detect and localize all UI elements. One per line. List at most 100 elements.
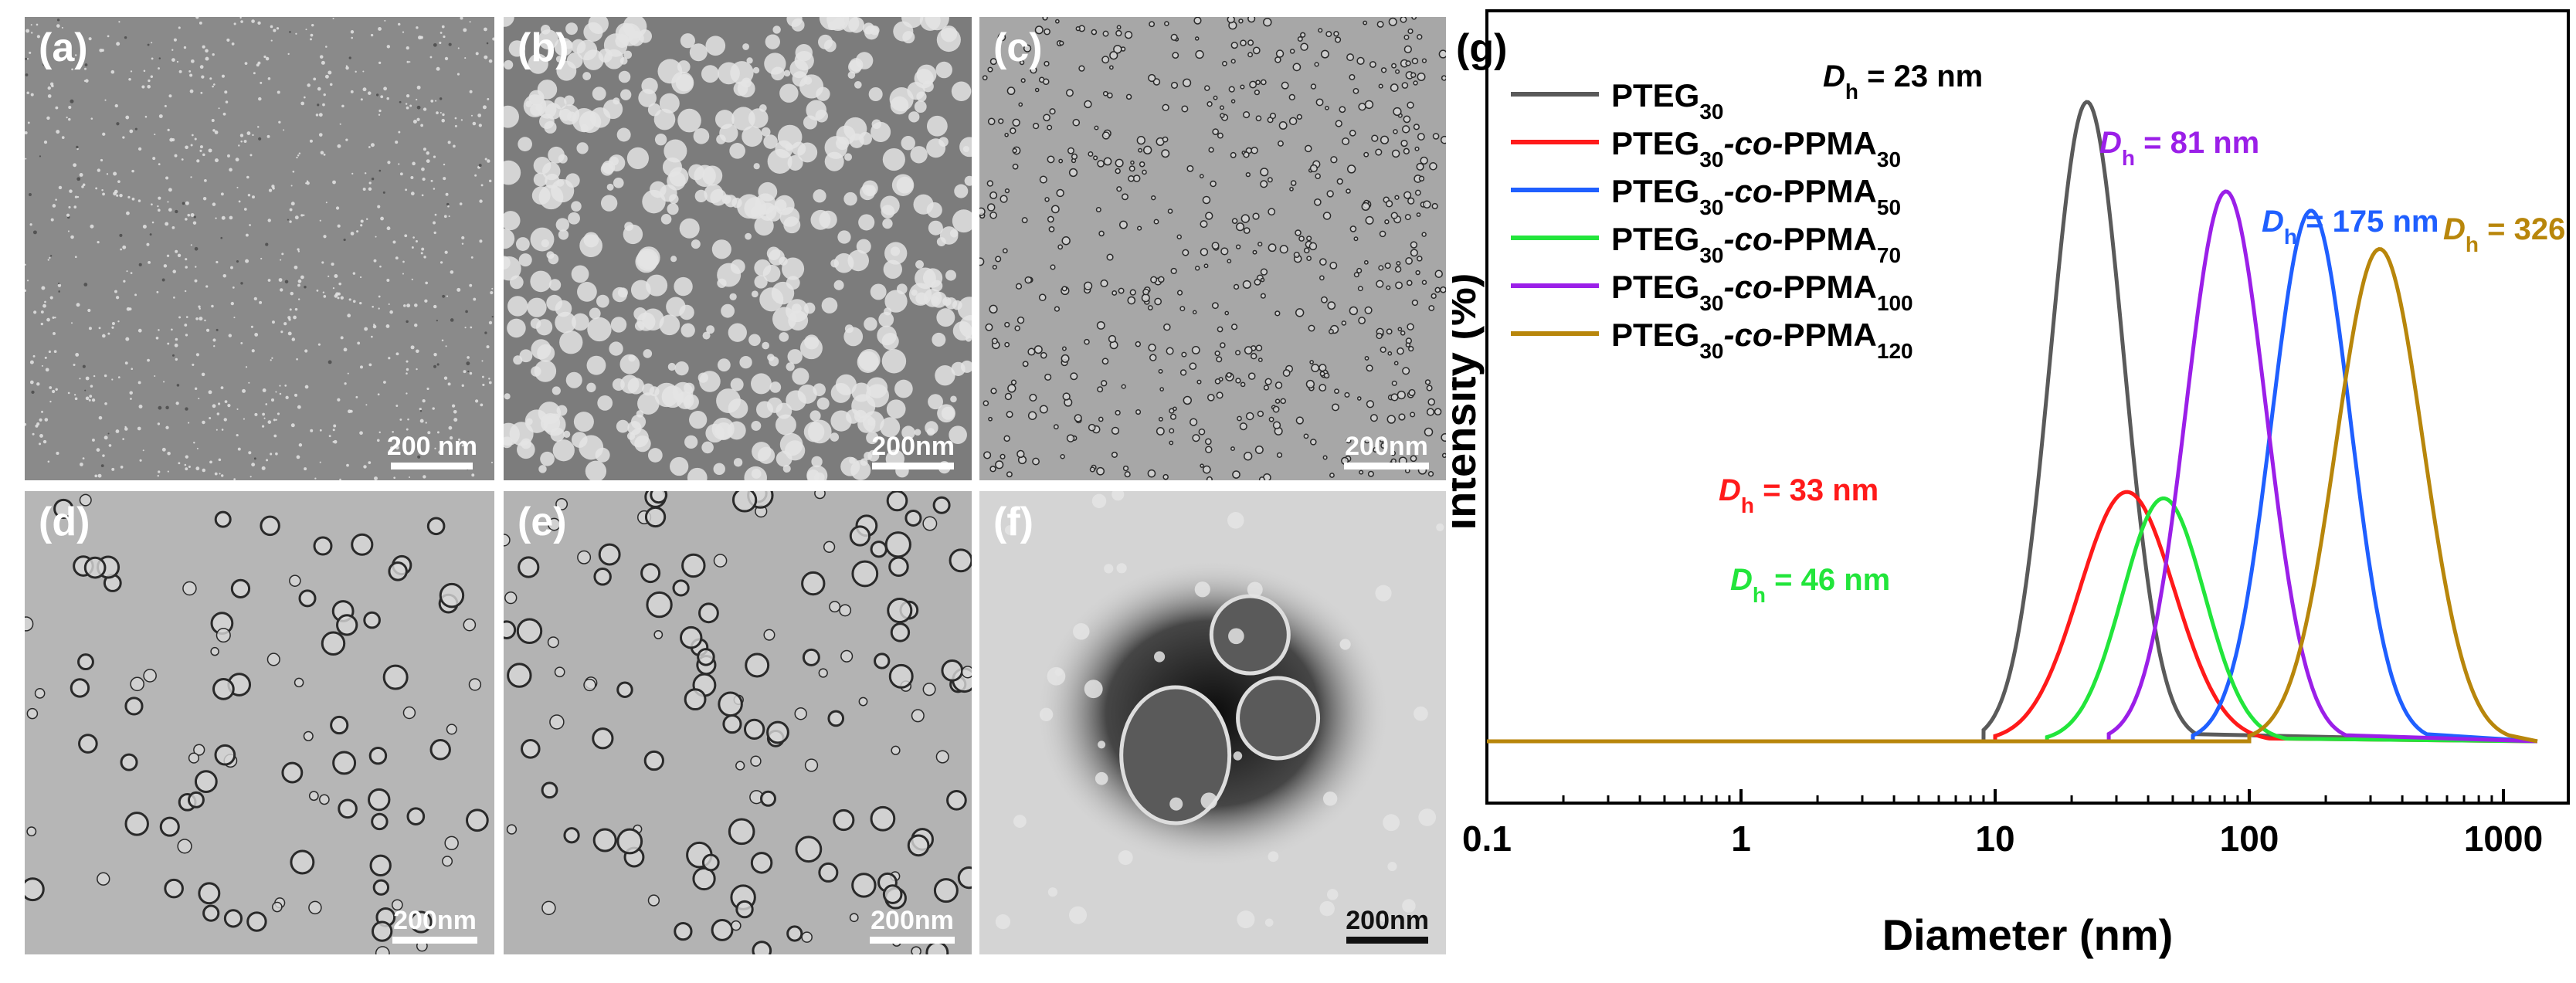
particle <box>73 394 76 396</box>
particle <box>1260 277 1265 283</box>
particle <box>433 304 437 309</box>
particle <box>267 77 271 80</box>
particle <box>809 410 821 422</box>
particle <box>1181 105 1189 113</box>
particle <box>504 228 515 249</box>
particle <box>195 466 200 471</box>
particle <box>25 57 28 60</box>
particle <box>1378 83 1383 89</box>
particle <box>273 434 277 438</box>
particle <box>926 115 948 137</box>
particle <box>49 296 53 300</box>
particle <box>865 185 876 196</box>
particle <box>827 710 845 727</box>
particle <box>378 307 380 310</box>
particle <box>881 205 895 219</box>
particle <box>363 611 381 629</box>
particle <box>240 140 243 143</box>
particle <box>1417 72 1426 81</box>
particle <box>439 41 442 45</box>
particle <box>803 115 818 130</box>
particle <box>29 193 32 196</box>
particle <box>1417 256 1423 262</box>
particle <box>176 384 180 387</box>
particle <box>193 744 205 756</box>
particle <box>858 214 875 231</box>
particle <box>1208 147 1214 153</box>
particle <box>572 313 589 331</box>
particle <box>1247 39 1254 46</box>
particle <box>1407 28 1414 35</box>
particle <box>1214 378 1221 385</box>
particle <box>175 209 178 214</box>
particle <box>646 591 673 619</box>
particle <box>896 176 914 194</box>
particle <box>1142 169 1147 175</box>
particle <box>409 61 411 63</box>
particle <box>1254 90 1261 96</box>
particle <box>185 467 188 471</box>
scale-bar-d: 200nm <box>392 907 477 944</box>
particle <box>901 17 924 29</box>
particle <box>416 117 420 121</box>
particle <box>406 368 409 371</box>
particle <box>1108 334 1117 344</box>
particle <box>117 320 120 323</box>
particle <box>1303 433 1309 439</box>
particle <box>1016 316 1025 324</box>
particle <box>478 164 482 168</box>
particle <box>1176 234 1182 239</box>
particle <box>351 172 354 175</box>
particle <box>260 257 263 260</box>
particle <box>582 72 592 80</box>
particle <box>141 85 145 89</box>
particle <box>70 322 73 324</box>
particle <box>426 151 430 155</box>
particle <box>518 253 532 267</box>
particle <box>44 356 47 359</box>
particle <box>992 264 997 270</box>
particle <box>246 911 267 932</box>
particle <box>1363 259 1369 265</box>
dh-annotation-4: Dh = 33 nm <box>1719 473 1879 517</box>
particle <box>406 428 409 431</box>
particle <box>171 58 175 62</box>
particle <box>113 171 117 176</box>
particle <box>178 316 182 319</box>
particle <box>1413 124 1420 131</box>
particle <box>383 86 388 91</box>
x-tick-label: 100 <box>2220 819 2279 859</box>
particle <box>171 225 175 229</box>
particle <box>297 154 300 157</box>
tem-image-a <box>25 17 494 480</box>
particle <box>480 403 484 407</box>
particle <box>231 42 235 46</box>
particle <box>472 451 477 455</box>
particle <box>283 322 287 326</box>
particle <box>76 147 79 151</box>
particle <box>432 407 435 410</box>
particle <box>56 19 60 22</box>
particle <box>137 381 141 385</box>
particle <box>674 922 693 941</box>
particle <box>212 338 216 342</box>
particle <box>925 421 938 435</box>
particle <box>964 175 972 186</box>
particle <box>137 426 141 431</box>
particle <box>1148 73 1156 83</box>
particle <box>158 329 160 331</box>
particle <box>98 415 103 420</box>
particle <box>287 53 290 56</box>
particle <box>813 189 826 203</box>
particle <box>1414 189 1421 196</box>
particle <box>233 22 236 25</box>
particle <box>420 124 424 127</box>
particle <box>1136 136 1145 145</box>
particle <box>409 104 412 107</box>
particle <box>1094 125 1099 131</box>
particle <box>263 55 266 59</box>
particle <box>751 420 762 431</box>
particle <box>1421 58 1427 63</box>
particle <box>416 26 419 29</box>
particle <box>260 515 280 537</box>
